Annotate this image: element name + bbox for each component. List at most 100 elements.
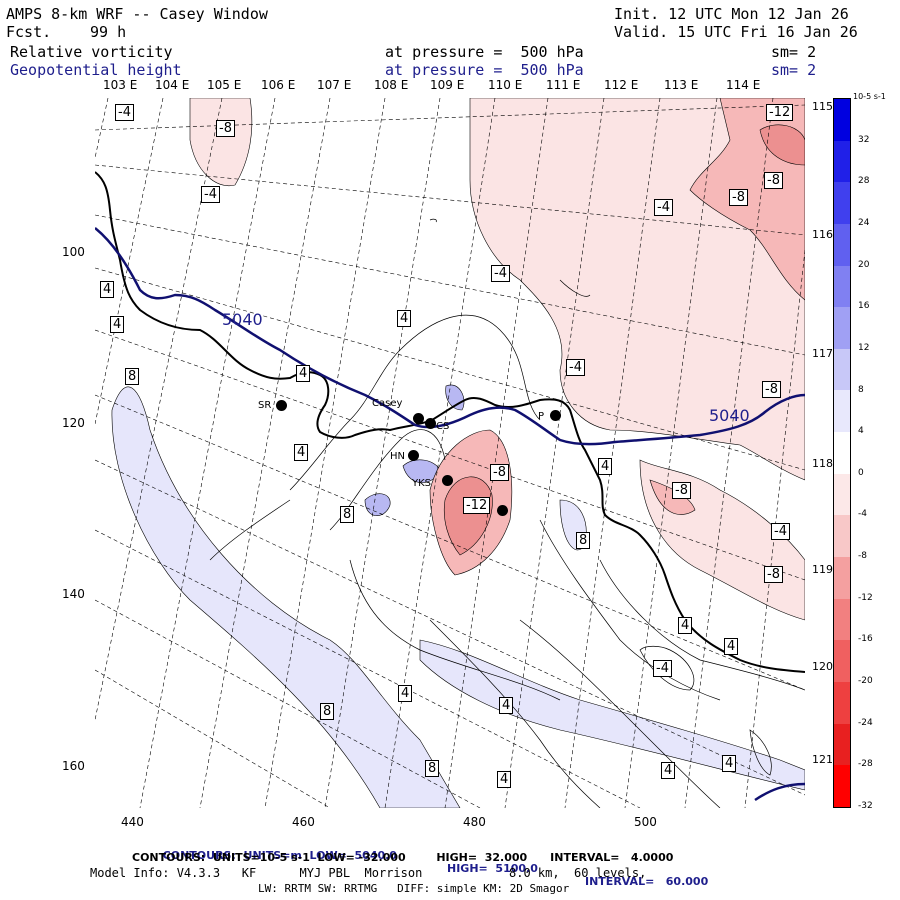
lon-label: 105 E <box>207 78 242 92</box>
x-tick-500: 500 <box>634 815 657 829</box>
colorbar-segment <box>834 307 850 349</box>
lon-label: 112 E <box>604 78 639 92</box>
contour-value-label: 8 <box>425 760 440 777</box>
colorbar-segment <box>834 557 850 599</box>
colorbar-tick-label: 12 <box>858 342 870 353</box>
contour-value-label: -4 <box>653 660 672 677</box>
contour-value-label: 8 <box>125 368 140 385</box>
station-marker <box>408 450 419 461</box>
colorbar-tick-label: 28 <box>858 176 870 187</box>
lon-label: 113 E <box>664 78 699 92</box>
field1-name: Relative vorticity <box>10 43 173 61</box>
valid-time: Valid. 15 UTC Fri 16 Jan 26 <box>614 23 858 41</box>
lon-label: 103 E <box>103 78 138 92</box>
footer-height-units: CONTOURS: UNITS=m LOW= 5040.0 <box>162 849 397 862</box>
footer-height-contours: CONTOURS: UNITS=m LOW= 5040.0 HIGH= 5100… <box>155 836 709 888</box>
colorbar-tick-label: 8 <box>858 384 864 395</box>
lon-label: 110 E <box>488 78 523 92</box>
colorbar-segment <box>834 223 850 266</box>
y-tick-140: 140 <box>62 587 85 601</box>
contour-value-label: 4 <box>296 365 311 382</box>
contour-value-label: -8 <box>672 482 691 499</box>
lon-label: 114 E <box>726 78 761 92</box>
contour-value-label: 4 <box>497 771 512 788</box>
colorbar-segment <box>834 640 850 682</box>
colorbar-tick-label: 16 <box>858 301 870 312</box>
colorbar-segment <box>834 681 850 724</box>
colorbar-tick-label: 20 <box>858 259 870 270</box>
contour-value-label: -8 <box>490 464 509 481</box>
contour-value-label: 8 <box>340 506 355 523</box>
contour-value-label: 4 <box>100 281 115 298</box>
contour-value-label: 4 <box>499 697 514 714</box>
field2-name: Geopotential height <box>10 61 182 79</box>
station-marker <box>413 413 424 424</box>
contour-value-label: -4 <box>491 265 510 282</box>
station-label: CS <box>436 421 450 432</box>
contour-value-label: -4 <box>771 523 790 540</box>
colorbar-tick-label: -12 <box>858 592 873 603</box>
colorbar-tick-label: -20 <box>858 676 873 687</box>
contour-value-label: -8 <box>216 120 235 137</box>
colorbar-unit: 10-5 s-1 <box>853 92 886 101</box>
colorbar-segment <box>834 390 850 433</box>
y-tick-100: 100 <box>62 245 85 259</box>
height-contour-5040 <box>95 227 805 446</box>
colorbar-tick-label: 24 <box>858 217 870 228</box>
colorbar-segment <box>834 473 850 516</box>
colorbar-segment <box>834 348 850 391</box>
lon-label: 106 E <box>261 78 296 92</box>
station-label: HN <box>390 451 405 462</box>
colorbar-tick-label: -32 <box>858 801 873 811</box>
graticule <box>95 98 805 808</box>
colorbar-tick-label: -16 <box>858 634 873 645</box>
station-marker <box>497 505 508 516</box>
station-label: YKS <box>412 478 432 489</box>
contour-value-label: -8 <box>762 381 781 398</box>
station-marker <box>442 475 453 486</box>
colorbar-segment <box>834 765 850 807</box>
colorbar-segment <box>834 182 850 224</box>
contour-value-label: -12 <box>463 497 491 514</box>
field1-smoothing: sm= 2 <box>771 43 817 61</box>
station-label: P <box>538 411 545 422</box>
footer-height-interval: INTERVAL= 60.000 <box>585 875 709 888</box>
colorbar-tick-label: -4 <box>858 509 867 520</box>
model-title: AMPS 8-km WRF -- Casey Window <box>6 5 268 23</box>
colorbar-tick-label: -24 <box>858 717 873 728</box>
colorbar-tick-label: -28 <box>858 759 873 770</box>
colorbar-segment <box>834 265 850 308</box>
contour-value-label: 8 <box>576 532 591 549</box>
contour-value-label: 4 <box>724 638 739 655</box>
lon-label: 107 E <box>317 78 352 92</box>
y-tick-120: 120 <box>62 416 85 430</box>
contour-value-label: 4 <box>722 755 737 772</box>
init-time: Init. 12 UTC Mon 12 Jan 26 <box>614 5 849 23</box>
station-marker <box>550 410 561 421</box>
colorbar-tick-label: 0 <box>858 467 864 478</box>
contour-value-label: 4 <box>661 762 676 779</box>
footer-physics: LW: RRTM SW: RRTMG DIFF: simple KM: 2D S… <box>258 882 570 895</box>
footer-vorticity-contours: CONTOURS: UNITS=10-5 s-1 LOW= -32.000 HI… <box>132 851 674 864</box>
colorbar <box>833 98 851 808</box>
station-label: SR <box>258 400 272 411</box>
contour-value-label: -4 <box>566 359 585 376</box>
contour-value-label: 4 <box>110 316 125 333</box>
footer-model-info: Model Info: V4.3.3 KF MYJ PBL Morrison 8… <box>90 866 647 880</box>
contour-value-label: 4 <box>397 310 412 327</box>
footer-height-high: HIGH= 5100.0 <box>447 862 538 875</box>
station-label: Casey <box>372 398 403 409</box>
colorbar-tick-label: 32 <box>858 134 870 145</box>
x-tick-440: 440 <box>121 815 144 829</box>
contour-value-label: -4 <box>201 186 220 203</box>
lon-label: 104 E <box>155 78 190 92</box>
fcst-label: Fcst. <box>6 23 52 41</box>
colorbar-segment <box>834 515 850 558</box>
contour-value-label: 4 <box>598 458 613 475</box>
colorbar-tick-label: -8 <box>858 551 867 562</box>
field2-level: at pressure = 500 hPa <box>385 61 584 79</box>
station-marker <box>276 400 287 411</box>
field2-smoothing: sm= 2 <box>771 61 817 79</box>
colorbar-segment <box>834 598 850 641</box>
contour-value-label: -12 <box>766 104 794 121</box>
